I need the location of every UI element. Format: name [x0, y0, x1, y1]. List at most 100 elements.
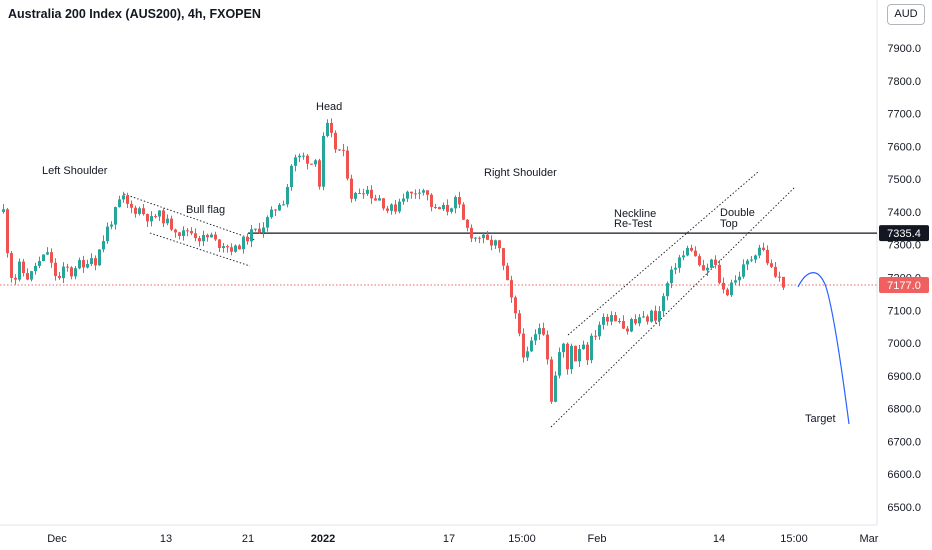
y-tick-label: 7400.0	[887, 207, 921, 219]
candle-body	[34, 265, 37, 272]
price-labels: 7335.4 7177.0	[879, 225, 929, 294]
candle-body	[298, 155, 301, 158]
candle-body	[146, 214, 149, 222]
candle-body	[566, 343, 569, 370]
candle-body	[594, 335, 597, 337]
candle-body	[306, 155, 309, 164]
candle-body	[294, 157, 297, 166]
candle-body	[186, 230, 189, 232]
candle-body	[482, 234, 485, 239]
candle-body	[154, 216, 157, 218]
candle-body	[502, 248, 505, 266]
candle-body	[766, 249, 769, 264]
candle-body	[586, 344, 589, 361]
candle-body	[386, 208, 389, 211]
candle-body	[530, 340, 533, 352]
candle-body	[414, 193, 417, 195]
annotation-label: Neckline Re-Test	[614, 208, 656, 230]
candle-body	[158, 210, 161, 217]
price-axis: 6500.0 6600.0 6700.0 6800.0 6900.0 7000.0 7100…	[887, 43, 921, 514]
candle-body	[218, 239, 221, 248]
candle-body	[50, 252, 53, 263]
candle-body	[494, 240, 497, 246]
candle-body	[478, 237, 481, 239]
candle-body	[466, 219, 469, 228]
chart-title: Australia 200 Index (AUS200), 4h, FXOPEN	[8, 7, 261, 21]
candle-body	[702, 265, 705, 271]
candle-body	[678, 257, 681, 268]
candle-body	[750, 259, 753, 261]
candle-body	[506, 265, 509, 281]
annotation-label: Target	[805, 413, 836, 425]
candle-body	[518, 313, 521, 334]
y-tick-label: 6900.0	[887, 371, 921, 383]
candle-body	[130, 203, 133, 208]
candle-body	[682, 255, 685, 258]
candle-body	[70, 267, 73, 277]
candle-body	[254, 228, 257, 230]
candle-body	[206, 234, 209, 238]
candle-body	[150, 216, 153, 222]
candle-body	[666, 283, 669, 297]
candle-body	[658, 311, 661, 321]
candle-body	[74, 268, 77, 277]
bull-flag-lower-line	[149, 232, 251, 267]
candle-body	[262, 227, 265, 233]
candle-body	[390, 204, 393, 211]
candle-body	[198, 238, 201, 242]
candle-body	[622, 321, 625, 329]
candlestick-series	[2, 118, 785, 404]
candle-body	[82, 260, 85, 268]
candle-body	[770, 263, 773, 267]
candle-body	[310, 163, 313, 165]
candle-body	[58, 276, 61, 279]
candle-body	[442, 204, 445, 210]
candle-body	[738, 276, 741, 281]
candle-body	[546, 334, 549, 360]
last-price-label: 7177.0	[887, 280, 921, 292]
y-tick-label: 7600.0	[887, 141, 921, 153]
neckline-price-tag	[879, 225, 929, 242]
annotation-label: Left Shoulder	[42, 165, 108, 177]
x-tick-label: 15:00	[780, 533, 808, 545]
candle-body	[762, 247, 765, 250]
candle-body	[774, 266, 777, 277]
candle-body	[382, 198, 385, 209]
candle-body	[242, 236, 245, 250]
candle-body	[230, 247, 233, 252]
candle-body	[690, 247, 693, 251]
bull-flag-upper-line	[123, 193, 256, 241]
annotation-layer: Left Shoulder Bull flag Head Right Shoulder…	[42, 101, 836, 425]
candle-body	[78, 260, 81, 269]
candle-body	[274, 209, 277, 211]
annotation-label: Double Top	[720, 207, 755, 230]
candle-body	[398, 201, 401, 212]
candle-body	[210, 234, 213, 238]
candle-body	[226, 246, 229, 248]
candle-body	[782, 276, 785, 288]
candle-body	[590, 335, 593, 361]
projection-curve	[797, 272, 850, 425]
annotation-label: Right Shoulder	[484, 167, 557, 179]
candle-body	[178, 232, 181, 236]
currency-selector-button[interactable]: AUD	[887, 4, 925, 25]
candle-body	[10, 253, 13, 278]
candle-body	[258, 228, 261, 233]
candle-body	[602, 316, 605, 325]
candle-body	[278, 204, 281, 211]
candle-body	[438, 207, 441, 210]
x-tick-label: 2022	[311, 533, 335, 545]
candle-body	[486, 234, 489, 240]
candle-body	[526, 351, 529, 358]
candle-body	[654, 310, 657, 321]
candle-body	[318, 160, 321, 187]
candle-body	[394, 204, 397, 212]
candle-body	[686, 247, 689, 256]
candle-body	[38, 260, 41, 266]
candle-body	[126, 195, 129, 204]
candle-body	[214, 234, 217, 240]
candle-body	[286, 187, 289, 205]
y-tick-label: 7800.0	[887, 76, 921, 88]
candle-body	[710, 259, 713, 268]
